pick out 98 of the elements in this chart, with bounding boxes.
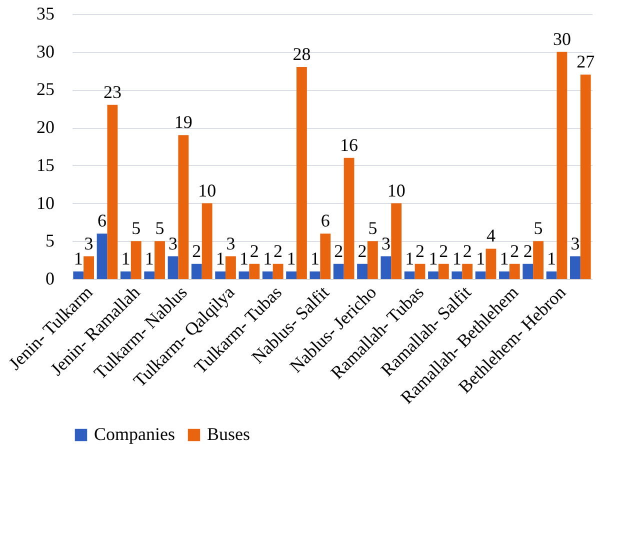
bar [475,271,486,279]
bar [452,271,462,279]
data-label: 19 [174,112,192,132]
bar [546,271,557,279]
data-label: 2 [250,240,259,261]
data-label: 3 [570,233,580,254]
data-label: 2 [358,240,367,261]
data-label: 10 [387,180,406,200]
bar [509,264,520,279]
data-label: 2 [192,240,202,261]
y-tick-label: 5 [46,230,54,251]
bar [556,52,568,279]
data-label: 3 [84,233,94,254]
data-label: 1 [310,248,320,268]
data-label: 5 [534,218,543,238]
data-label: 2 [510,240,520,261]
bar [191,264,202,279]
data-label: 28 [292,44,311,64]
data-label: 5 [155,218,164,238]
bar [154,241,165,279]
bar [404,271,415,279]
y-tick-label: 15 [36,154,54,175]
y-tick-label: 10 [36,192,54,213]
bar [168,256,178,279]
bar [486,248,496,279]
bar [570,256,580,279]
bar [320,234,331,279]
bar [238,271,250,279]
bar [73,271,84,279]
data-label: 1 [547,248,556,268]
bar [333,264,344,279]
bar [522,264,534,279]
data-label: 3 [226,233,236,254]
data-label: 1 [452,248,462,268]
bar [178,135,189,279]
bar [296,67,307,279]
bar [226,256,236,279]
data-label: 1 [476,248,486,268]
bar [215,271,226,279]
data-label: 2 [334,240,344,261]
bar [310,271,320,279]
bar [357,264,368,279]
data-label: 2 [439,240,448,261]
y-tick-label: 30 [36,41,54,62]
y-tick-label: 20 [36,117,54,138]
data-label: 23 [103,82,122,102]
bar [367,241,378,279]
data-label: 1 [239,248,248,268]
bar [202,203,212,279]
bar [499,271,510,279]
bar [96,234,108,279]
data-label: 1 [263,248,272,268]
data-label: 10 [198,180,216,200]
bar [462,264,473,279]
data-label: 1 [286,248,296,268]
data-label: 6 [98,210,107,231]
bar [130,241,142,279]
data-label: 16 [340,134,358,155]
data-label: 27 [576,52,595,72]
bar [286,271,297,279]
bar [262,271,273,279]
data-label: 1 [144,248,154,268]
data-label: 1 [74,248,83,268]
data-label: 2 [274,240,283,261]
data-label: 5 [132,218,141,238]
legend-label: Buses [207,424,250,444]
bar [580,74,591,279]
bar [391,203,402,279]
bar [84,256,94,279]
data-label: 3 [168,233,178,254]
bar [380,256,392,279]
bar [120,271,131,279]
data-label: 4 [486,226,496,246]
bar [438,264,449,279]
bar [144,271,155,279]
data-label: 6 [320,210,330,231]
data-label: 1 [121,248,130,268]
bar [428,271,438,279]
bar [272,264,284,279]
y-tick-label: 0 [46,268,54,288]
data-label: 2 [462,240,472,261]
bar [249,264,260,279]
bar [414,264,426,279]
data-label: 1 [405,248,414,268]
data-label: 3 [381,233,390,254]
y-tick-label: 35 [36,4,54,24]
y-tick-label: 25 [36,79,54,100]
data-label: 1 [428,248,438,268]
data-label: 30 [552,28,571,49]
bar [344,158,354,279]
bar [533,241,544,279]
data-label: 5 [368,218,378,238]
data-label: 1 [500,248,509,268]
data-label: 2 [523,240,532,261]
bar [107,104,118,279]
data-label: 1 [216,248,225,268]
data-label: 2 [416,240,425,261]
legend-label: Companies [94,424,175,444]
